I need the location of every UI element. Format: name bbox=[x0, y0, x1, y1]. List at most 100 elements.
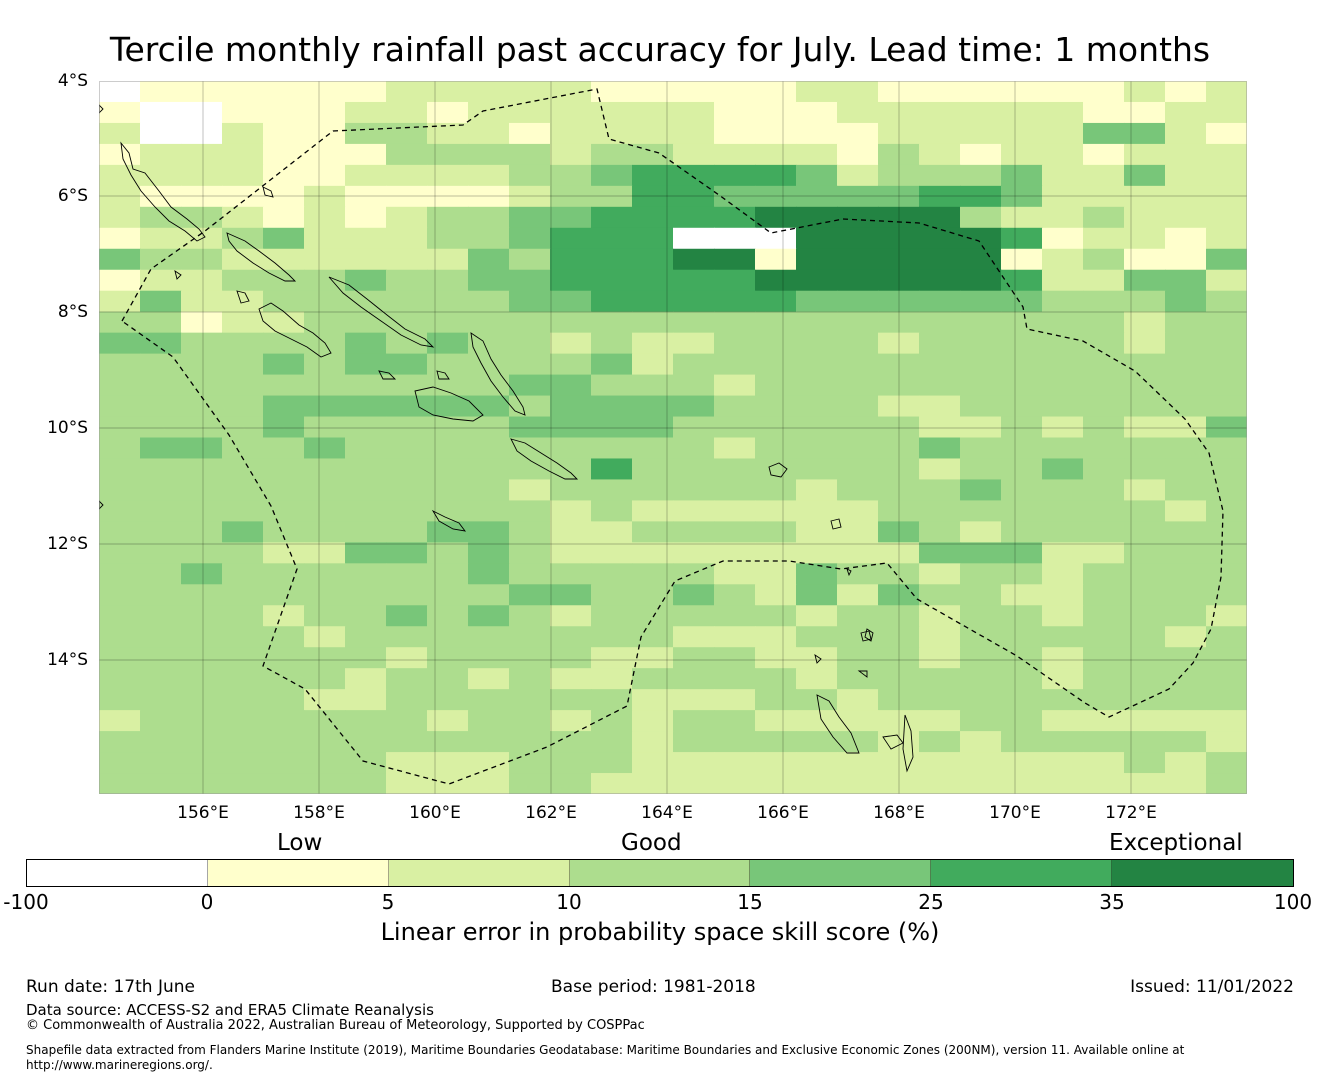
grid-cell bbox=[304, 311, 346, 334]
grid-cell bbox=[1124, 81, 1166, 103]
grid-cell bbox=[345, 143, 387, 166]
grid-cell bbox=[714, 731, 756, 753]
grid-cell bbox=[1165, 122, 1207, 145]
grid-cell bbox=[1001, 81, 1043, 103]
grid-cell bbox=[1124, 353, 1166, 376]
grid-cell bbox=[263, 563, 305, 585]
grid-cell bbox=[140, 605, 182, 627]
grid-cell bbox=[140, 81, 182, 103]
grid-cell bbox=[386, 248, 428, 271]
grid-cell bbox=[140, 521, 182, 543]
grid-cell bbox=[673, 500, 715, 522]
grid-cell bbox=[263, 227, 305, 250]
grid-cell bbox=[263, 290, 305, 313]
grid-cell bbox=[714, 332, 756, 355]
grid-cell bbox=[960, 437, 1002, 460]
grid-cell bbox=[345, 563, 387, 585]
grid-cell bbox=[1206, 122, 1247, 145]
grid-cell bbox=[509, 752, 551, 774]
grid-cell bbox=[386, 563, 428, 585]
grid-cell bbox=[796, 668, 838, 690]
grid-cell bbox=[591, 374, 633, 397]
grid-cell bbox=[837, 290, 879, 313]
grid-cell bbox=[304, 605, 346, 627]
run-date: Run date: 17th June bbox=[26, 977, 195, 997]
small-island bbox=[431, 509, 467, 532]
grid-cell bbox=[591, 332, 633, 355]
grid-cell bbox=[919, 521, 961, 543]
grid-cell bbox=[919, 647, 961, 669]
grid-cell bbox=[427, 332, 469, 355]
grid-cell bbox=[755, 269, 797, 292]
grid-cell bbox=[919, 752, 961, 774]
category-exceptional: Exceptional bbox=[1109, 830, 1243, 856]
grid-cell bbox=[263, 374, 305, 397]
grid-cell bbox=[386, 290, 428, 313]
grid-cell bbox=[837, 668, 879, 690]
grid-cell bbox=[1083, 773, 1125, 794]
grid-cell bbox=[427, 479, 469, 502]
grid-cell bbox=[99, 164, 141, 187]
grid-cell bbox=[550, 311, 592, 334]
grid-cell bbox=[1165, 500, 1207, 522]
grid-cell bbox=[509, 626, 551, 648]
grid-cell bbox=[714, 185, 756, 208]
grid-cell bbox=[345, 122, 387, 145]
grid-cell bbox=[550, 668, 592, 690]
grid-cell bbox=[468, 563, 510, 585]
grid-cell bbox=[755, 332, 797, 355]
grid-cell bbox=[1001, 101, 1043, 124]
grid-cell bbox=[181, 332, 223, 355]
grid-cell bbox=[796, 227, 838, 250]
grid-cell bbox=[1001, 710, 1043, 732]
grid-cell bbox=[263, 416, 305, 439]
malaita-coast bbox=[470, 332, 526, 416]
grid-cell bbox=[960, 626, 1002, 648]
grid-cell bbox=[714, 416, 756, 439]
grid-cell bbox=[386, 626, 428, 648]
grid-cell bbox=[960, 605, 1002, 627]
grid-cell bbox=[755, 416, 797, 439]
colorbar-tick: 5 bbox=[381, 890, 395, 914]
grid-cell bbox=[181, 605, 223, 627]
grid-cell bbox=[1083, 164, 1125, 187]
grid-cell bbox=[550, 395, 592, 418]
grid-cell bbox=[837, 479, 879, 502]
grid-cell bbox=[1083, 185, 1125, 208]
grid-cell bbox=[99, 752, 141, 774]
grid-cell bbox=[1083, 563, 1125, 585]
grid-cell bbox=[796, 731, 838, 753]
grid-cell bbox=[1124, 395, 1166, 418]
grid-cell bbox=[755, 521, 797, 543]
grid-cell bbox=[960, 542, 1002, 564]
grid-cell bbox=[960, 311, 1002, 334]
grid-cell bbox=[222, 689, 264, 711]
grid-cell bbox=[960, 122, 1002, 145]
grid-cell bbox=[837, 521, 879, 543]
grid-cell bbox=[304, 81, 346, 103]
grid-cell bbox=[591, 290, 633, 313]
grid-cell bbox=[673, 647, 715, 669]
grid-cell bbox=[714, 206, 756, 229]
grid-cell bbox=[919, 437, 961, 460]
grid-cell bbox=[304, 500, 346, 522]
category-low: Low bbox=[277, 830, 323, 856]
grid-cell bbox=[427, 710, 469, 732]
grid-cell bbox=[632, 290, 674, 313]
grid-cell bbox=[140, 269, 182, 292]
grid-cell bbox=[304, 353, 346, 376]
grid-cell bbox=[386, 710, 428, 732]
grid-cell bbox=[222, 773, 264, 794]
grid-cell bbox=[1083, 731, 1125, 753]
grid-cell bbox=[591, 269, 633, 292]
grid-cell bbox=[222, 542, 264, 564]
grid-cell bbox=[755, 227, 797, 250]
grid-cell bbox=[1124, 185, 1166, 208]
grid-cell bbox=[468, 710, 510, 732]
grid-cell bbox=[509, 500, 551, 522]
grid-cell bbox=[550, 689, 592, 711]
grid-cell bbox=[1042, 164, 1084, 187]
grid-cell bbox=[632, 773, 674, 794]
grid-cell bbox=[919, 143, 961, 166]
grid-cell bbox=[1083, 584, 1125, 606]
